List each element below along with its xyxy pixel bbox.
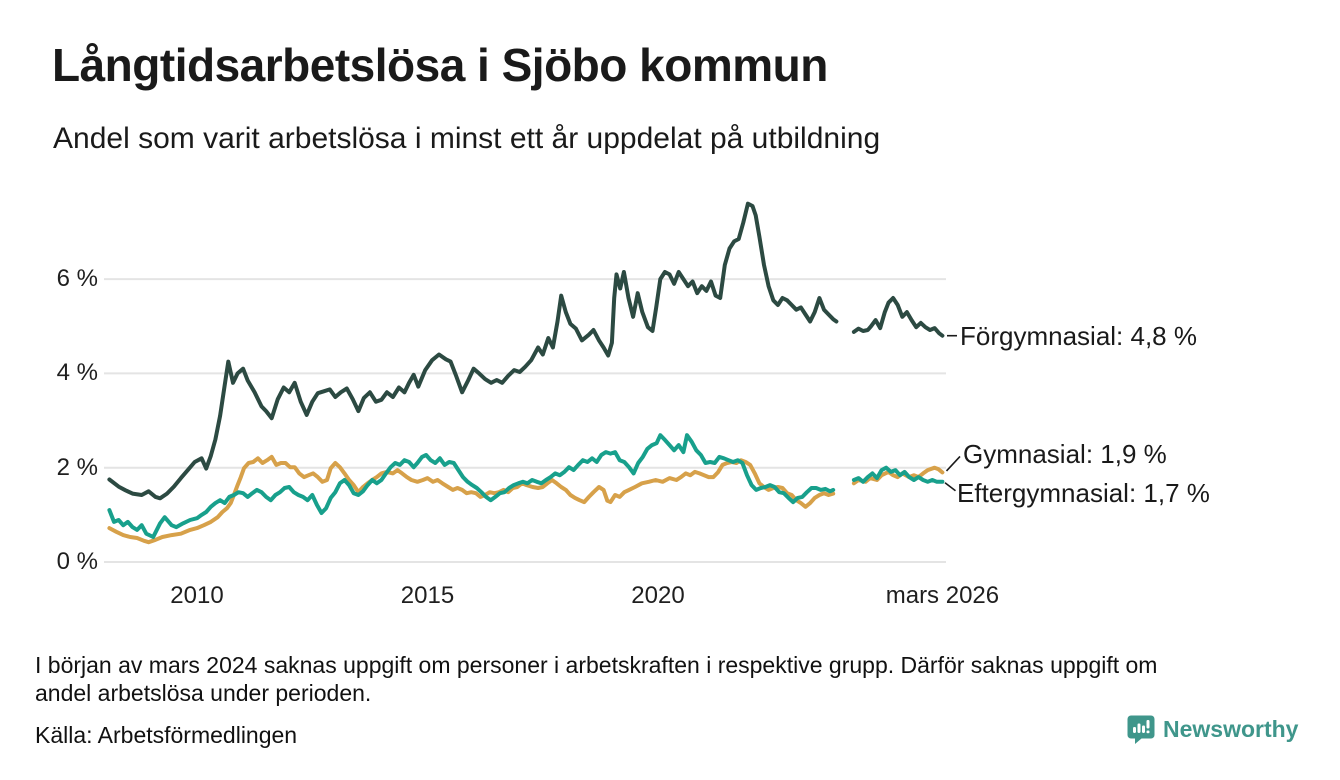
x-tick-label-2015: 2015 xyxy=(400,582,455,609)
series-line-2 xyxy=(851,296,945,338)
newsworthy-icon xyxy=(1126,714,1156,745)
end-label-eftergymnasial: Eftergymnasial: 1,7 % xyxy=(957,477,1210,508)
x-tick-label-2010: 2010 xyxy=(170,582,224,609)
y-tick-label-0: 0 % xyxy=(56,548,98,575)
y-tick-label-6: 6 % xyxy=(56,265,98,293)
footnote-line-2: andel arbetslösa under perioden. xyxy=(35,680,372,706)
newsworthy-logo: Newsworthy xyxy=(1126,714,1298,745)
chart-subtitle: Andel som varit arbetslösa i minst ett å… xyxy=(53,122,881,155)
series-line-1 xyxy=(851,465,945,484)
source-credit: Källa: Arbetsförmedlingen xyxy=(35,722,298,748)
footnote-line-1: I början av mars 2024 saknas uppgift om … xyxy=(35,652,1158,678)
series-line-2 xyxy=(107,201,839,501)
page-title: Långtidsarbetslösa i Sjöbo kommun xyxy=(52,39,828,91)
y-tick-label-4: 4 % xyxy=(56,359,98,387)
label-connector-0 xyxy=(945,455,961,472)
series-line-1 xyxy=(107,433,836,539)
footnote: I början av mars 2024 saknas uppgift om … xyxy=(35,651,1157,707)
end-label-gymnasial: Gymnasial: 1,9 % xyxy=(963,439,1167,470)
label-connector-1 xyxy=(944,482,956,492)
y-tick-label-2: 2 % xyxy=(56,453,98,481)
newsworthy-wordmark: Newsworthy xyxy=(1163,716,1299,742)
end-label-förgymnasial: Förgymnasial: 4,8 % xyxy=(960,320,1197,351)
x-tick-label-mars-2026: mars 2026 xyxy=(885,582,1000,609)
x-tick-label-2020: 2020 xyxy=(631,582,685,609)
